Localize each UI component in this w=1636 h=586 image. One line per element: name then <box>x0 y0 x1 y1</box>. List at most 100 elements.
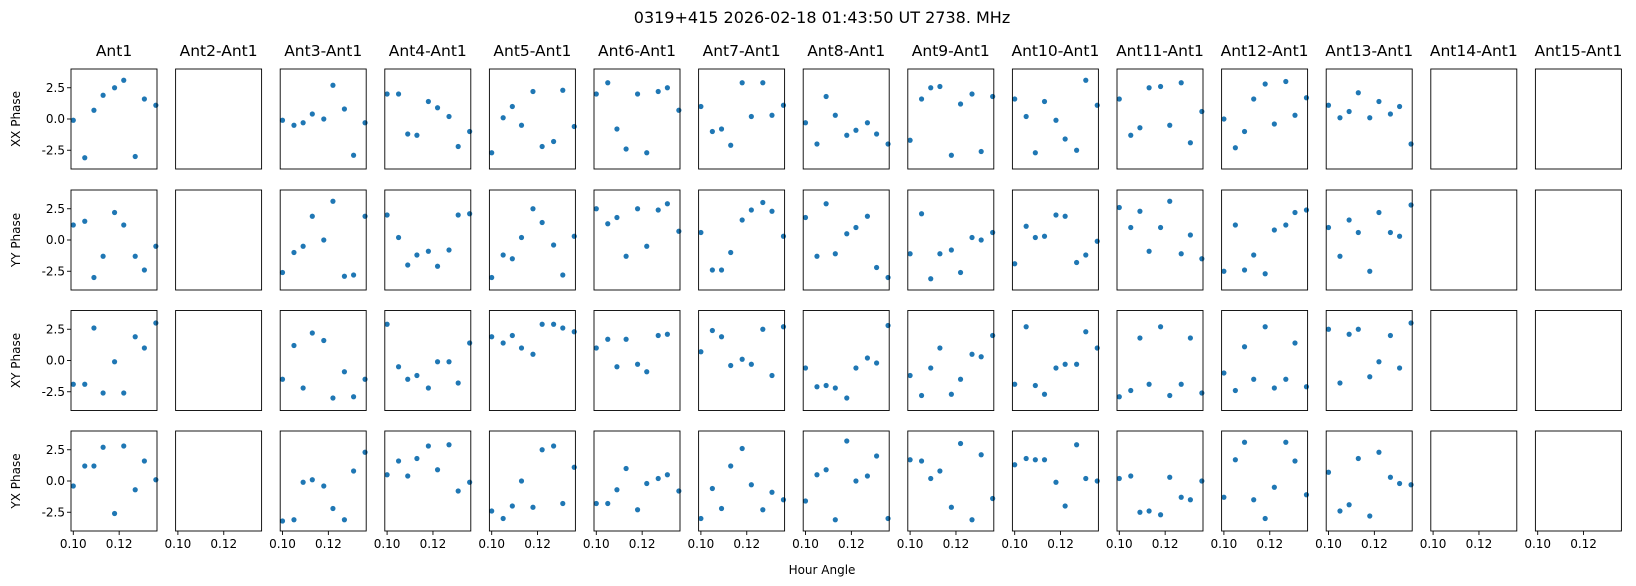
data-point <box>551 443 557 449</box>
data-point <box>844 132 850 138</box>
y-tick-label: 2.5 <box>46 202 65 216</box>
data-point <box>1355 326 1361 332</box>
data-point <box>309 213 315 219</box>
data-point <box>330 505 336 512</box>
data-point <box>1376 449 1382 455</box>
data-point <box>978 237 984 243</box>
panel-frame <box>1325 430 1413 532</box>
column-title: Ant9-Ant1 <box>912 42 990 60</box>
data-point <box>1157 512 1164 518</box>
data-point <box>1199 256 1205 262</box>
data-point <box>509 332 515 339</box>
data-point <box>864 355 871 361</box>
data-point <box>560 272 566 278</box>
subplot-panel <box>1325 189 1414 291</box>
column-title: Ant14-Ant1 <box>1430 42 1518 60</box>
data-point <box>518 234 525 241</box>
data-point <box>769 372 775 379</box>
data-point <box>91 463 97 469</box>
data-point <box>425 248 431 254</box>
data-point <box>885 141 891 147</box>
data-point <box>330 198 336 204</box>
data-point <box>395 458 402 464</box>
subplot-panel <box>907 189 996 291</box>
data-point <box>1178 381 1184 387</box>
data-point <box>509 256 515 262</box>
data-point <box>1367 513 1373 519</box>
data-point <box>500 340 506 346</box>
data-point <box>434 105 441 111</box>
data-point <box>718 267 725 273</box>
data-point <box>1337 508 1343 514</box>
x-tick-label: 0.12 <box>629 537 656 551</box>
data-point <box>978 354 984 360</box>
data-point <box>1074 442 1080 448</box>
data-point <box>698 229 704 236</box>
data-point <box>1271 484 1277 490</box>
data-point <box>853 224 859 231</box>
data-point <box>1116 394 1122 400</box>
data-point <box>1262 324 1268 330</box>
data-point <box>623 146 629 152</box>
x-tick-label: 0.12 <box>943 537 970 551</box>
data-point <box>1367 268 1373 274</box>
data-point <box>623 465 629 472</box>
data-point <box>739 217 745 223</box>
subplot-panel <box>488 68 577 170</box>
data-point <box>1283 376 1289 382</box>
data-point <box>405 376 411 382</box>
data-point <box>1146 85 1152 91</box>
panel-frame <box>175 68 263 170</box>
data-point <box>111 209 118 216</box>
data-point <box>571 123 577 130</box>
x-tick-label: 0.10 <box>374 537 401 551</box>
data-point <box>1146 381 1152 387</box>
panel-frame <box>593 430 681 532</box>
data-point <box>82 463 88 469</box>
data-point <box>1157 83 1164 90</box>
y-tick-label: 0.0 <box>46 474 65 488</box>
data-point <box>760 199 766 206</box>
panel-frame <box>907 430 995 532</box>
subplot-panel: 0.10 0.12 <box>374 430 473 551</box>
data-point <box>1167 474 1173 480</box>
panel-frame <box>279 310 367 411</box>
data-point <box>918 96 925 102</box>
data-point <box>853 127 859 133</box>
data-point <box>1408 320 1414 326</box>
panel-frame <box>1116 68 1204 170</box>
data-point <box>341 369 348 375</box>
subplot-panel <box>802 189 891 291</box>
data-point <box>571 329 577 335</box>
data-point <box>153 477 159 483</box>
figure-suptitle: 0319+415 2026-02-18 01:43:50 UT 2738. MH… <box>634 8 1010 27</box>
data-point <box>709 485 715 492</box>
data-point <box>676 488 682 494</box>
data-point <box>560 87 566 93</box>
subplot-panel: 0.10 0.12 <box>1420 430 1518 551</box>
subplot-panel <box>1534 310 1622 411</box>
data-point <box>1271 121 1277 127</box>
x-tick-label: 0.12 <box>106 537 133 551</box>
data-point <box>1221 494 1227 500</box>
data-point <box>1251 497 1257 503</box>
data-point <box>111 85 118 91</box>
subplot-panel <box>1116 310 1205 411</box>
data-point <box>100 390 106 396</box>
subplot-panel <box>1221 189 1310 291</box>
data-point <box>1396 233 1403 239</box>
data-point <box>1199 478 1205 484</box>
data-point <box>853 478 859 484</box>
panel-frame <box>488 189 576 291</box>
data-point <box>341 517 348 523</box>
data-point <box>384 321 390 327</box>
data-point <box>362 376 368 382</box>
data-point <box>864 213 871 219</box>
data-point <box>500 515 506 522</box>
y-tick-label: -2.5 <box>42 143 65 157</box>
data-point <box>748 113 754 120</box>
data-point <box>1187 335 1193 341</box>
data-point <box>350 468 357 474</box>
subplot-panel <box>802 68 891 170</box>
data-point <box>434 359 441 365</box>
